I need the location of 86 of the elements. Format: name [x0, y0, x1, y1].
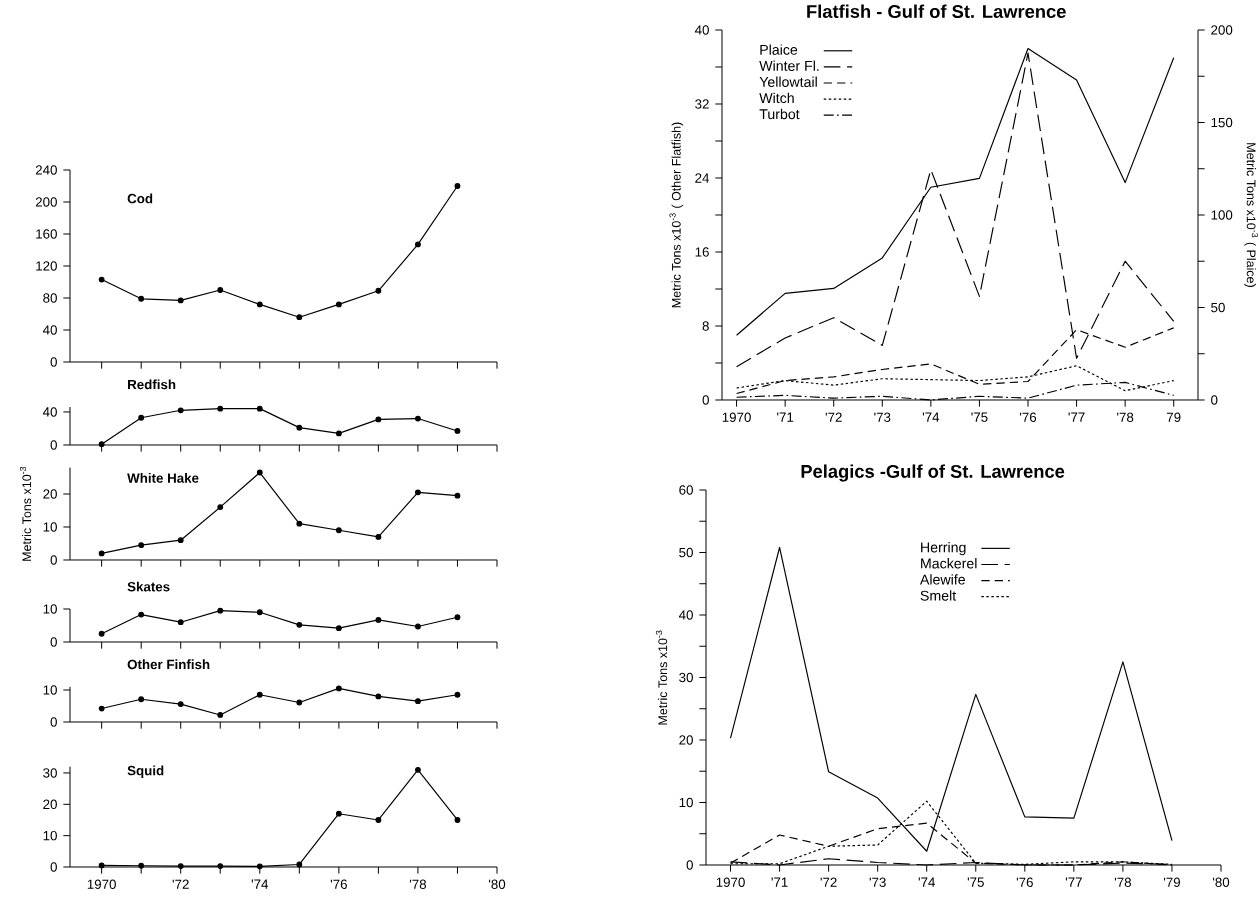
legend-label: Turbot — [759, 108, 800, 120]
y2-tick-label: 200 — [1211, 25, 1233, 35]
x-tick-label: '74 — [918, 877, 936, 887]
y-tick-label: 40 — [42, 325, 57, 335]
y2-tick-label: 100 — [1211, 210, 1233, 220]
chart-title: Flatfish - Gulf of St. Lawrence — [807, 4, 1066, 18]
y-tick-label: 10 — [679, 797, 693, 808]
y-tick-label: 40 — [678, 610, 693, 620]
legend-label: Herring — [921, 541, 966, 556]
y-tick-label: 0 — [50, 862, 57, 872]
y-tick-label: 8 — [702, 321, 709, 331]
x-tick-label: '78 — [409, 879, 427, 889]
y2-tick-label: 150 — [1211, 117, 1233, 128]
y-tick-label: 32 — [695, 99, 709, 109]
x-tick-label: '77 — [1068, 412, 1085, 422]
y-axis-title: Metric Tons x10$^{-3}$ — [655, 630, 668, 725]
legend-label: Plaice — [760, 44, 798, 55]
y-tick-label: 0 — [50, 357, 57, 367]
y-tick-label: 0 — [50, 637, 57, 647]
x-tick-label: '73 — [869, 877, 886, 887]
chart-title: Skates — [127, 581, 170, 592]
y-tick-label: 240 — [35, 165, 57, 175]
x-tick-label: '72 — [172, 879, 189, 889]
x-tick-label: 1970 — [722, 412, 751, 422]
x-tick-label: '71 — [777, 412, 794, 422]
x-tick-label: '76 — [1016, 877, 1033, 887]
y-tick-label: 10 — [43, 685, 57, 695]
x-tick-label: '74 — [922, 412, 940, 422]
x-tick-label: '74 — [251, 879, 269, 889]
legend-label: Yellowtail — [759, 76, 817, 87]
x-tick-label: '80 — [488, 879, 506, 889]
x-tick-label: 79 — [1166, 412, 1181, 422]
y-tick-label: 200 — [35, 197, 57, 207]
chart-title: Redfish — [128, 379, 176, 390]
y-tick-label: 0 — [50, 717, 57, 727]
y-tick-label: 80 — [43, 293, 57, 303]
y-tick-label: 40 — [42, 407, 57, 417]
legend-label: Smelt — [920, 590, 957, 601]
chart-title: Other Finfish — [127, 659, 210, 670]
text: Cod — [127, 193, 153, 204]
x-tick-label: '80 — [1212, 877, 1230, 887]
y-tick-label: 20 — [679, 735, 693, 745]
y2-tick-label: 0 — [1211, 395, 1218, 405]
y-tick-label: 16 — [695, 247, 709, 257]
y-tick-label: 0 — [50, 440, 57, 450]
x-tick-label: '79 — [1163, 877, 1180, 887]
chart-title: Squid — [127, 765, 164, 778]
x-tick-label: '78 — [1117, 412, 1134, 422]
legend-label: Mackerel — [921, 558, 977, 569]
x-tick-label: '78 — [1114, 877, 1131, 887]
legend-label: Alewife — [919, 574, 965, 585]
x-tick-label: '75 — [971, 412, 988, 422]
y-tick-label: 50 — [679, 547, 693, 558]
y-axis-title: Metric Tons x10$^{-3}$ ( Other Flatfish) — [669, 122, 684, 308]
y-tick-label: 0 — [686, 860, 693, 870]
x-tick-label: '72 — [825, 412, 842, 422]
chart-title: Pelagics -Gulf of St. Lawrence — [801, 464, 1065, 482]
y-tick-label: 160 — [36, 229, 57, 239]
y-tick-label: 10 — [43, 522, 57, 532]
x-tick-label: '76 — [1020, 412, 1037, 422]
y-axis-title: Metric Tons x10$^{-3}$ — [19, 466, 32, 561]
y2-axis-title: Metric Tons x10$^{-3}$ ( Plaice) — [1244, 143, 1258, 287]
y-tick-label: 40 — [694, 25, 709, 35]
y-tick-label: 30 — [679, 672, 693, 683]
y-tick-label: 30 — [43, 768, 57, 778]
y-tick-label: 20 — [43, 489, 57, 499]
x-tick-label: '73 — [874, 412, 891, 422]
x-tick-label: '72 — [820, 877, 837, 887]
legend-label: Witch — [759, 92, 794, 104]
x-tick-label: '77 — [1065, 877, 1082, 887]
x-tick-label: '75 — [967, 877, 984, 887]
x-tick-label: '71 — [771, 877, 788, 887]
y-tick-label: 10 — [43, 830, 57, 841]
y-tick-label: 0 — [702, 395, 709, 405]
x-tick-label: '76 — [330, 879, 347, 889]
y-tick-label: 120 — [36, 261, 57, 271]
y-tick-label: 0 — [50, 555, 57, 565]
x-tick-label: 1970 — [87, 879, 116, 889]
y2-tick-label: 50 — [1211, 302, 1225, 313]
x-tick-label: 1970 — [716, 877, 745, 887]
legend-label: Winter Fl. — [759, 60, 819, 71]
y-tick-label: 20 — [43, 799, 57, 810]
chart-title: White Hake — [127, 473, 199, 483]
y-tick-label: 24 — [695, 173, 710, 183]
y-tick-label: 10 — [43, 604, 57, 614]
y-tick-label: 60 — [679, 485, 693, 495]
